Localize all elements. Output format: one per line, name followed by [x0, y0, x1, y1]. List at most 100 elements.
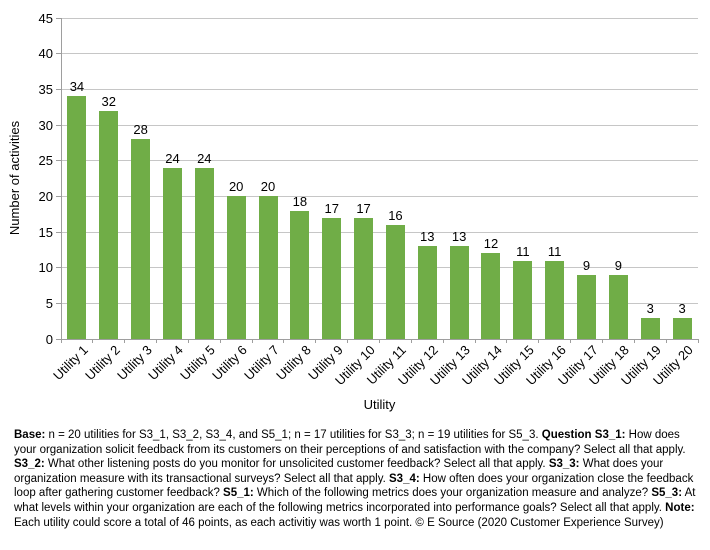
y-tick-label: 45	[38, 10, 53, 26]
gridline	[61, 302, 698, 304]
y-tick	[56, 88, 61, 90]
footnote-segment: Question S3_1:	[541, 429, 626, 441]
bar-value-label: 11	[516, 243, 530, 259]
y-tick-label: 20	[38, 188, 53, 204]
x-axis-title: Utility	[363, 397, 396, 412]
gridline	[61, 267, 698, 269]
bar-value-label: 16	[388, 207, 403, 223]
y-tick	[56, 124, 61, 126]
x-tick	[347, 339, 349, 343]
y-tick-label: 5	[45, 295, 53, 311]
footnote-segment: S3_2:	[14, 458, 45, 471]
y-axis-line	[61, 18, 62, 340]
y-tick-label: 35	[38, 81, 53, 97]
x-tick	[410, 339, 412, 343]
footnote-segment: Each utility could score a total of 46 p…	[14, 516, 664, 529]
x-tick	[187, 339, 189, 343]
gridline	[61, 160, 698, 162]
bar-value-label: 34	[69, 79, 85, 95]
bar-value-label: 32	[101, 93, 116, 109]
bar-value-label: 13	[451, 229, 467, 245]
bar-value-label: 17	[324, 200, 339, 216]
y-tick	[56, 267, 61, 269]
y-tick	[56, 338, 61, 340]
bar	[545, 260, 565, 339]
footnote-segment: Note:	[665, 501, 695, 514]
x-tick	[474, 339, 476, 343]
bar-value-label: 11	[547, 243, 562, 259]
bar-value-label: 17	[356, 200, 371, 216]
footnote-segment: What does your organization measure with…	[14, 458, 664, 485]
bar	[194, 167, 214, 339]
bar-value-label: 20	[260, 179, 276, 195]
y-tick-label: 10	[38, 260, 53, 276]
bar	[322, 217, 342, 339]
footnote-segment: What other listening posts do you monito…	[44, 458, 549, 471]
x-tick	[538, 339, 540, 343]
gridline	[61, 17, 698, 19]
bar-value-label: 28	[133, 122, 148, 138]
bar-value-label: 3	[678, 300, 686, 316]
bar-value-label: 3	[646, 300, 654, 316]
gridline	[61, 53, 698, 55]
x-tick	[570, 339, 572, 343]
y-tick-label: 40	[38, 46, 53, 62]
bar	[226, 196, 246, 339]
x-tick	[633, 339, 635, 343]
y-tick	[56, 17, 61, 19]
y-tick	[56, 302, 61, 304]
footnote-segment: S3_3:	[548, 458, 580, 471]
x-tick	[379, 339, 380, 343]
footnote-segment: How often does your organization close t…	[14, 472, 694, 500]
y-tick	[56, 231, 61, 233]
gridline	[61, 88, 698, 90]
bar	[354, 217, 374, 339]
bar	[67, 96, 87, 339]
x-tick	[601, 339, 603, 343]
bar	[290, 210, 310, 339]
gridline	[61, 124, 698, 126]
bar	[481, 253, 501, 339]
y-axis-title: Number of activities	[7, 120, 22, 236]
x-tick	[315, 339, 317, 343]
x-tick	[219, 339, 221, 343]
y-tick-label: 0	[45, 331, 53, 347]
bar	[513, 260, 533, 339]
gridline	[61, 195, 698, 197]
footnote-segment: S5_1:	[223, 487, 254, 500]
bar-value-label: 9	[582, 257, 591, 273]
bar	[417, 246, 437, 339]
bar-value-label: 13	[420, 229, 435, 245]
footnote-segment: How does your organization solicit feedb…	[14, 429, 686, 456]
bar	[162, 167, 182, 339]
y-tick-label: 25	[38, 153, 53, 169]
bar-value-label: 12	[483, 236, 499, 252]
footnote-segment: S3_4:	[389, 472, 420, 485]
footnote-segment: Base:	[14, 429, 46, 441]
bar-value-label: 18	[292, 193, 308, 209]
x-tick	[92, 339, 94, 343]
bar-value-label: 20	[228, 179, 244, 195]
bar	[99, 110, 119, 339]
bar	[608, 274, 628, 339]
bar	[131, 139, 151, 339]
bar	[385, 224, 405, 339]
y-tick	[56, 195, 61, 197]
x-tick	[442, 339, 444, 343]
bar	[258, 196, 278, 339]
bar-value-label: 9	[614, 257, 622, 273]
bar	[640, 317, 660, 339]
x-tick	[665, 339, 667, 343]
footnote-segment: Which of the following metrics does your…	[253, 487, 652, 500]
footnote-segment: n = 20 utilities for S3_1, S3_2, S3_4, a…	[45, 429, 542, 441]
footnote-segment: At what levels within your organization …	[14, 487, 696, 514]
x-tick	[124, 339, 126, 343]
x-tick	[283, 339, 285, 343]
bar	[449, 246, 469, 339]
x-tick	[156, 339, 158, 343]
x-tick	[60, 339, 62, 343]
y-tick-label: 30	[38, 117, 53, 133]
x-tick	[251, 339, 253, 343]
footnote-segment: S5_3:	[651, 487, 683, 500]
